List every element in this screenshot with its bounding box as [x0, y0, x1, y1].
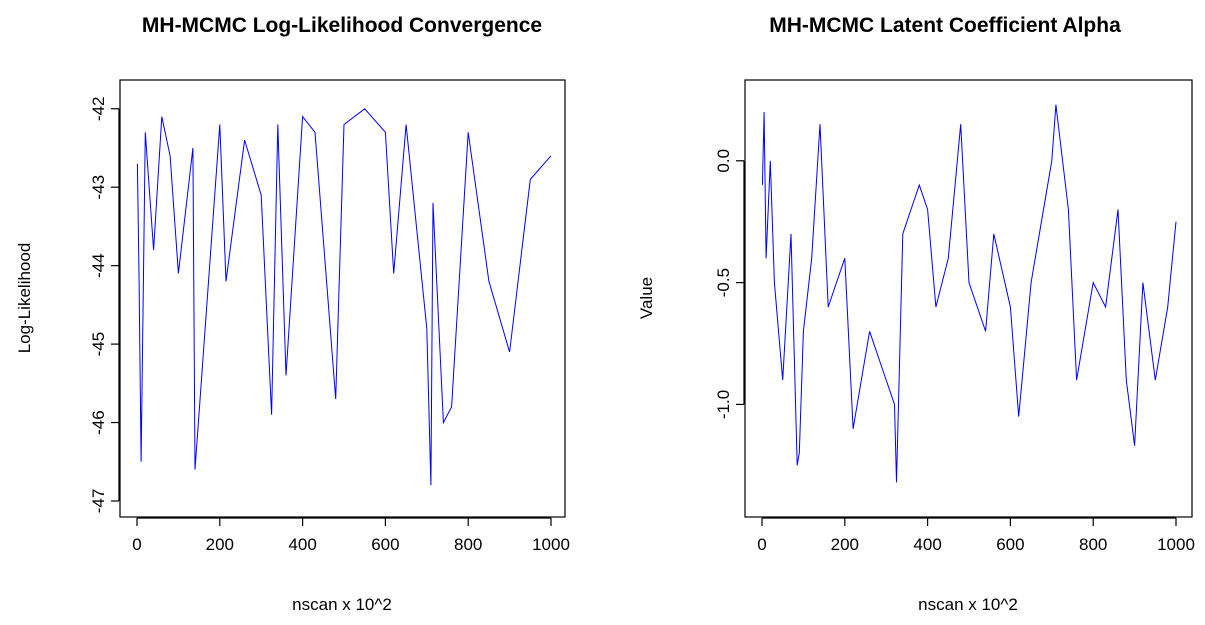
y-tick-label: -1.0: [714, 390, 733, 419]
y-tick-label: -0.5: [714, 268, 733, 297]
y-tick-label: -43: [89, 175, 108, 200]
chart-title: MH-MCMC Log-Likelihood Convergence: [142, 14, 542, 37]
plot-frame: [744, 79, 1193, 518]
x-tick-label: 600: [371, 535, 399, 554]
chart-title: MH-MCMC Latent Coefficient Alpha: [769, 14, 1121, 37]
trace-series: [761, 104, 1177, 483]
x-tick-label: 0: [757, 535, 766, 554]
y-tick-label: -42: [89, 96, 108, 121]
y-tick-label: -47: [89, 489, 108, 514]
x-tick-label: 200: [831, 535, 859, 554]
x-tick-label: 600: [996, 535, 1024, 554]
log-likelihood-panel: MH-MCMC Log-Likelihood Convergence nscan…: [15, 14, 570, 614]
x-tick-label: 200: [206, 535, 234, 554]
y-tick-label: -46: [89, 410, 108, 435]
x-axis: 0 200 400 600 800 1000: [757, 517, 1195, 554]
trace-line: [761, 104, 1177, 483]
x-tick-label: 0: [132, 535, 141, 554]
y-axis-label: Log-Likelihood: [15, 243, 34, 354]
alpha-panel: MH-MCMC Latent Coefficient Alpha nscan x…: [637, 14, 1195, 614]
x-axis: 0 200 400 600 800 1000: [132, 517, 570, 554]
x-tick-label: 1000: [532, 535, 570, 554]
trace-series: [136, 108, 552, 486]
x-axis-label: nscan x 10^2: [292, 595, 392, 614]
y-axis-label: Value: [637, 277, 656, 319]
x-tick-label: 800: [454, 535, 482, 554]
x-tick-label: 400: [913, 535, 941, 554]
y-tick-label: 0.0: [714, 149, 733, 173]
x-tick-label: 400: [288, 535, 316, 554]
x-tick-label: 1000: [1157, 535, 1195, 554]
y-axis: -1.0 -0.5 0.0: [714, 149, 745, 419]
x-axis-label: nscan x 10^2: [918, 595, 1018, 614]
y-tick-label: -45: [89, 332, 108, 357]
x-tick-label: 800: [1079, 535, 1107, 554]
y-tick-label: -44: [89, 253, 108, 278]
plot-frame: [119, 79, 566, 518]
trace-line: [136, 108, 552, 486]
y-axis: -47 -46 -45 -44 -43 -42: [89, 96, 120, 514]
